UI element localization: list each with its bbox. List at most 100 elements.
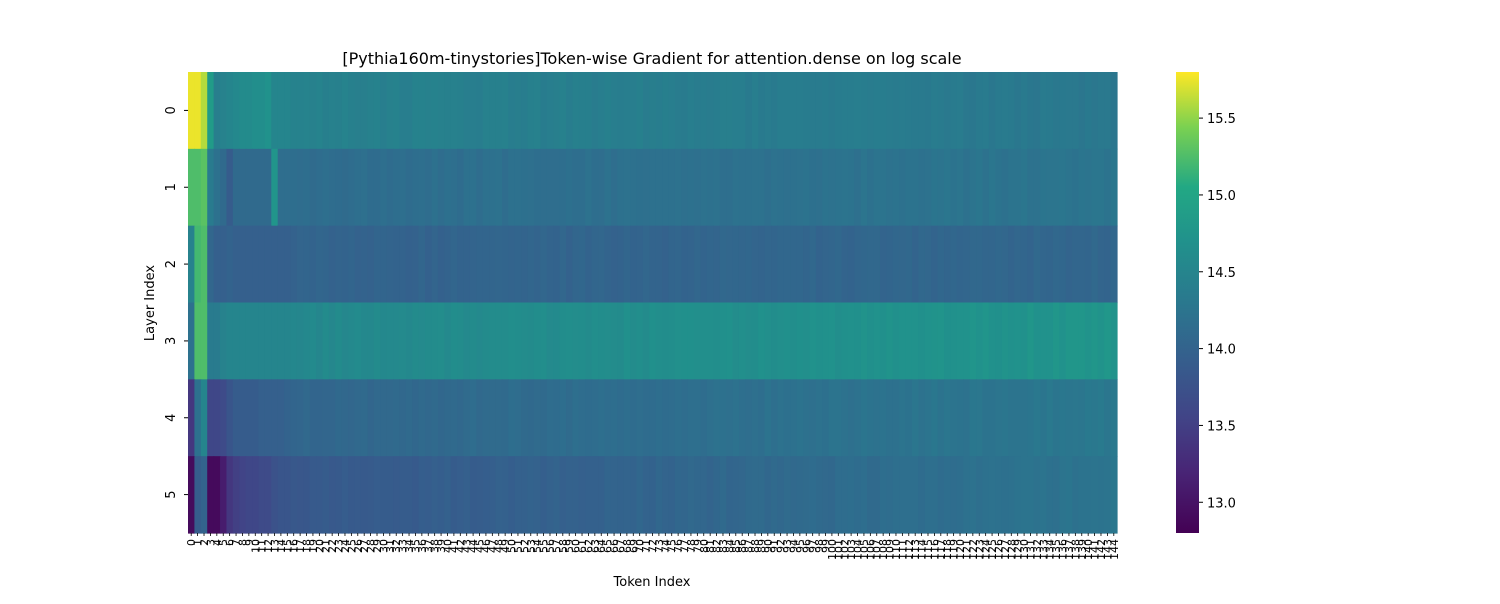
heatmap-cell <box>290 379 298 457</box>
x-tick-label: 82 <box>711 539 724 553</box>
x-tick-label: 65 <box>602 539 615 553</box>
heatmap-cell <box>771 379 779 457</box>
x-tick-label: 28 <box>365 539 378 553</box>
x-tick-label: 120 <box>954 539 967 560</box>
heatmap-cell <box>437 148 445 227</box>
heatmap-cell <box>969 379 977 457</box>
heatmap-cell <box>1052 225 1060 304</box>
heatmap-cell <box>668 379 676 457</box>
colorbar-tick-label: 13.0 <box>1207 496 1236 511</box>
heatmap-cell <box>284 148 292 227</box>
heatmap-cell <box>899 456 907 534</box>
heatmap-cell <box>905 456 913 534</box>
x-tick-label: 115 <box>922 539 935 560</box>
heatmap-cell <box>585 72 593 150</box>
heatmap-cell <box>239 302 247 380</box>
heatmap-cell <box>995 225 1003 304</box>
heatmap-cell <box>1033 456 1041 534</box>
heatmap-cell <box>578 456 586 534</box>
heatmap-cell <box>207 456 215 534</box>
heatmap-cell <box>713 148 721 227</box>
x-tick-label: 15 <box>281 539 294 553</box>
x-tick-label: 63 <box>589 539 602 553</box>
heatmap-cell <box>1008 148 1016 227</box>
heatmap-cell <box>220 379 228 457</box>
x-tick-label: 68 <box>621 539 634 553</box>
heatmap-cell <box>322 302 330 380</box>
heatmap-cell <box>1033 72 1041 150</box>
heatmap-cell <box>873 456 881 534</box>
heatmap-cell <box>380 302 388 380</box>
heatmap-cell <box>758 225 766 304</box>
heatmap-cell <box>687 302 695 380</box>
heatmap-cell <box>835 302 843 380</box>
heatmap-cell <box>546 456 554 534</box>
heatmap-cell <box>719 72 727 150</box>
heatmap-cell <box>803 456 811 534</box>
heatmap-cell <box>1033 379 1041 457</box>
heatmap-cell <box>277 456 285 534</box>
heatmap-cell <box>1020 148 1028 227</box>
heatmap-cell <box>1014 456 1022 534</box>
heatmap-cell <box>425 302 433 380</box>
heatmap-cell <box>841 148 849 227</box>
heatmap-cell <box>412 72 420 150</box>
colorbar-tick-label: 13.5 <box>1207 419 1236 434</box>
heatmap-cell <box>303 302 311 380</box>
heatmap-cell <box>828 456 836 534</box>
heatmap-cell <box>726 302 734 380</box>
heatmap-cell <box>1072 72 1080 150</box>
x-tick-label: 89 <box>755 539 768 553</box>
heatmap-cell <box>572 225 580 304</box>
heatmap-cell <box>745 225 753 304</box>
heatmap-cell <box>847 148 855 227</box>
heatmap-cell <box>232 72 240 150</box>
heatmap-cell <box>687 456 695 534</box>
heatmap-cell <box>482 456 490 534</box>
heatmap-cell <box>694 148 702 227</box>
heatmap-cell <box>348 302 356 380</box>
x-tick-label: 96 <box>800 539 813 553</box>
heatmap-cell <box>642 302 650 380</box>
x-tick-label: 121 <box>960 539 973 560</box>
heatmap-cell <box>425 72 433 150</box>
x-tick-label: 31 <box>384 539 397 553</box>
heatmap-cell <box>854 148 862 227</box>
heatmap-cell <box>200 379 208 457</box>
heatmap-cell <box>796 148 804 227</box>
x-tick-label: 25 <box>345 539 358 553</box>
heatmap-cell <box>527 456 535 534</box>
heatmap-cell <box>950 379 958 457</box>
heatmap-cell <box>188 379 196 457</box>
heatmap-cell <box>1040 379 1048 457</box>
heatmap-cell <box>405 225 413 304</box>
heatmap-cell <box>213 72 221 150</box>
heatmap-cell <box>194 302 202 380</box>
heatmap-cell <box>540 379 548 457</box>
heatmap-cell <box>738 225 746 304</box>
heatmap-cell <box>296 302 304 380</box>
heatmap-cell <box>982 379 990 457</box>
heatmap-cell <box>220 225 228 304</box>
heatmap-cell <box>604 72 612 150</box>
heatmap-cell <box>1001 225 1009 304</box>
heatmap-cell <box>1091 72 1099 150</box>
heatmap-cell <box>700 456 708 534</box>
heatmap-cell <box>617 456 625 534</box>
x-tick-label: 97 <box>807 539 820 553</box>
x-tick-label: 102 <box>839 539 852 560</box>
heatmap-cell <box>527 148 535 227</box>
x-tick-label: 44 <box>467 539 480 553</box>
heatmap-cell <box>328 302 336 380</box>
heatmap-cell <box>220 72 228 150</box>
heatmap-cell <box>226 302 234 380</box>
heatmap-cell <box>950 225 958 304</box>
heatmap-cell <box>501 148 509 227</box>
heatmap-cell <box>1110 456 1118 534</box>
heatmap-cell <box>245 148 253 227</box>
heatmap-cell <box>726 72 734 150</box>
heatmap-cell <box>969 456 977 534</box>
heatmap-cell <box>527 379 535 457</box>
heatmap-cell <box>271 225 279 304</box>
heatmap-cell <box>956 379 964 457</box>
